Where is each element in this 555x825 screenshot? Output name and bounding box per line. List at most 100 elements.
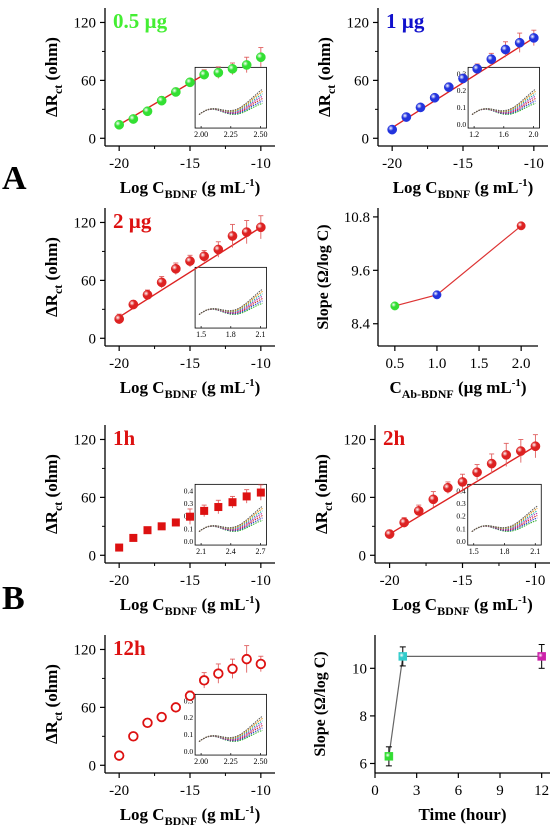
- data-point: [429, 92, 440, 103]
- panel-letter-a: A: [2, 160, 27, 197]
- data-point: [255, 52, 266, 63]
- y-tick-label: 10.8: [344, 210, 370, 226]
- data-point: [142, 717, 153, 729]
- inset-curve: [471, 515, 538, 533]
- inset-x-tick-label: 2.25: [224, 757, 238, 766]
- data-point: [128, 114, 139, 124]
- x-tick-label: 2.0: [512, 356, 531, 372]
- x-tick-label: -20: [382, 156, 402, 172]
- x-tick-label: 0: [371, 783, 379, 799]
- inset-y-tick-label: 0.3: [184, 499, 194, 508]
- inset-y-tick-label: 0.2: [184, 713, 194, 722]
- panel-letter-b: B: [2, 580, 25, 617]
- data-point: [228, 498, 237, 507]
- y-axis-label: ΔRct (ohm): [315, 37, 338, 117]
- inset-x-tick-label: 2.25: [224, 130, 238, 139]
- x-tick-label: -10: [524, 156, 544, 172]
- chart-panel-6: -20 -15 -10 0 60 120 Log CBDNF (g mL-1) ΔRct (o…: [42, 635, 275, 825]
- y-tick-label: 0: [89, 758, 97, 774]
- y-tick-label: 120: [74, 15, 97, 31]
- x-tick-label: -10: [251, 356, 271, 372]
- inset-x-tick-label: 2.1: [256, 330, 266, 339]
- data-point: [199, 69, 210, 80]
- x-tick-label: -15: [180, 783, 200, 799]
- x-tick-label: -20: [109, 356, 129, 372]
- inset-y-tick-label: 0.0: [184, 747, 194, 756]
- data-point: [142, 106, 153, 117]
- x-axis-label: Log CBDNF (g mL-1): [120, 804, 261, 825]
- y-tick-label: 0: [89, 131, 97, 147]
- inset-y-tick-label: 0.3: [456, 499, 466, 508]
- data-point: [198, 675, 210, 686]
- x-tick-label: -15: [180, 573, 200, 589]
- x-tick-label: -10: [251, 783, 271, 799]
- inset-curve: [198, 729, 263, 742]
- data-point: [387, 124, 398, 135]
- inset-curve: [198, 100, 263, 115]
- data-point: [514, 37, 525, 48]
- data-point: [432, 290, 442, 300]
- chart-panel-5: -20 -15 -10 0 60 120 Log CBDNF (g mL-1) ΔRct (o…: [312, 425, 550, 618]
- data-point: [256, 488, 265, 497]
- y-tick-label: 120: [74, 642, 97, 658]
- x-tick-label: -15: [180, 356, 200, 372]
- data-point: [241, 227, 252, 237]
- data-point: [390, 301, 400, 311]
- x-tick-label: -20: [109, 573, 129, 589]
- data-point: [399, 517, 410, 528]
- y-tick-label: 120: [344, 432, 367, 448]
- inset-curve: [198, 91, 263, 115]
- inset-curve: [198, 102, 263, 115]
- data-point: [129, 533, 138, 542]
- fit-line: [389, 445, 536, 535]
- inset-curve: [198, 727, 263, 742]
- inset-curve: [198, 722, 263, 742]
- data-point: [227, 63, 238, 74]
- data-point: [486, 458, 497, 469]
- data-point: [401, 112, 412, 122]
- inset-curve: [198, 718, 263, 742]
- inset-curve: [198, 505, 263, 532]
- y-tick-label: 120: [74, 432, 97, 448]
- y-tick-label: 60: [81, 273, 96, 289]
- chart-panel-1: -20 -15 -10 0 60 120 Log CBDNF (g mL-1) ΔRct (o…: [315, 8, 548, 201]
- inset-plot: 2.12.42.70.00.10.20.30.4: [184, 483, 267, 556]
- y-axis-label: ΔRct (ohm): [42, 664, 65, 744]
- data-point: [170, 87, 181, 97]
- x-tick-label: -10: [251, 156, 271, 172]
- data-point: [213, 668, 224, 679]
- data-point: [457, 477, 468, 487]
- data-point: [227, 231, 238, 241]
- inset-x-tick-label: 2.0: [529, 130, 539, 139]
- data-point: [227, 663, 238, 674]
- data-point: [214, 503, 223, 512]
- inset-curve: [471, 93, 536, 115]
- inset-curve: [198, 288, 263, 315]
- data-point: [537, 652, 546, 661]
- inset-y-tick-label: 0.2: [456, 512, 466, 521]
- inset-curve: [198, 291, 263, 315]
- inset-y-tick-label: 0.1: [456, 524, 466, 533]
- y-tick-label: 60: [81, 700, 96, 716]
- chart-title: 12h: [113, 636, 146, 660]
- data-point: [428, 494, 439, 505]
- x-tick-label: -20: [109, 156, 129, 172]
- y-tick-label: 9.6: [351, 263, 370, 279]
- chart-title: 2 µg: [113, 209, 152, 233]
- y-tick-label: 0: [89, 548, 97, 564]
- inset-x-tick-label: 2.00: [194, 130, 208, 139]
- data-point: [184, 690, 196, 701]
- x-tick-label: -15: [453, 156, 473, 172]
- data-point: [170, 263, 181, 274]
- x-tick-label: 1.0: [428, 356, 447, 372]
- inset-x-tick-label: 1.6: [499, 130, 509, 139]
- inset-curve: [471, 98, 536, 115]
- inset-y-tick-label: 0.2: [457, 86, 467, 95]
- x-axis-label: Log CBDNF (g mL-1): [392, 594, 533, 618]
- inset-curve: [198, 720, 263, 742]
- data-point: [242, 492, 251, 501]
- inset-x-tick-label: 1.8: [226, 330, 236, 339]
- data-point: [516, 221, 526, 231]
- inset-frame: [194, 266, 267, 329]
- data-point: [156, 711, 167, 723]
